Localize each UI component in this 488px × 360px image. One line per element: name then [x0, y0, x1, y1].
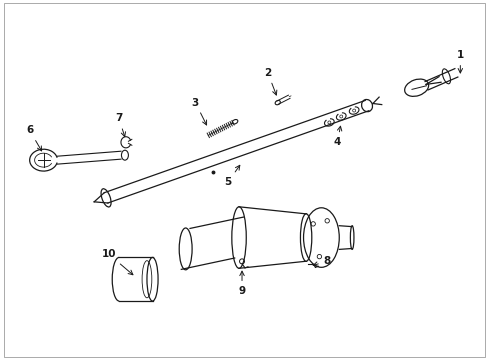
- Text: 7: 7: [115, 113, 125, 137]
- Text: 2: 2: [264, 68, 276, 95]
- Text: 4: 4: [333, 126, 341, 147]
- Text: 6: 6: [26, 125, 41, 151]
- Text: 1: 1: [456, 50, 463, 73]
- Text: 10: 10: [102, 249, 133, 275]
- Text: 9: 9: [238, 271, 245, 296]
- Text: 5: 5: [224, 165, 239, 187]
- Text: 3: 3: [191, 98, 206, 125]
- Text: 8: 8: [313, 256, 330, 266]
